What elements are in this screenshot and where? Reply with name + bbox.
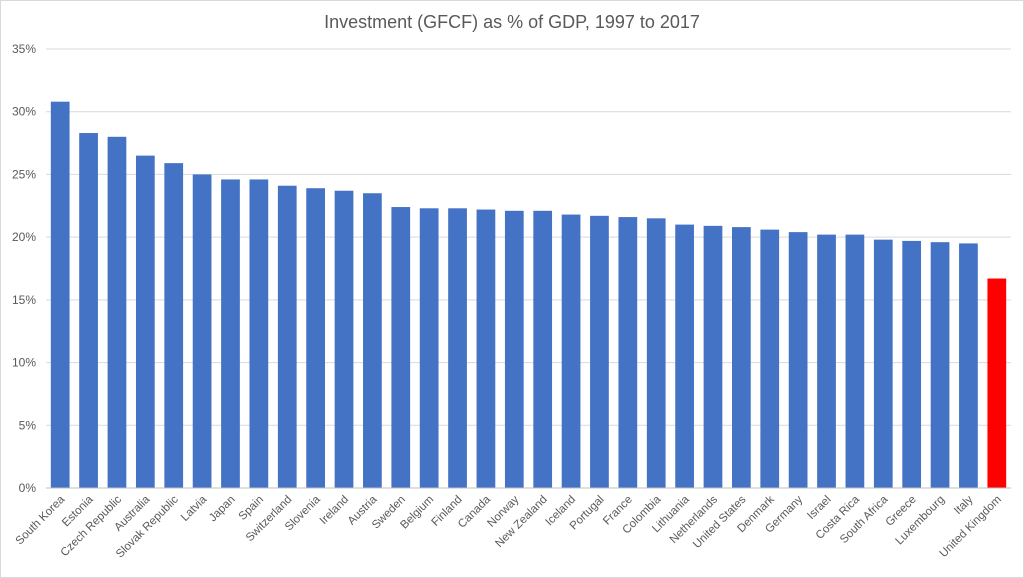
bar — [845, 234, 865, 488]
bar — [987, 278, 1007, 488]
gridlines — [46, 48, 1011, 426]
x-tick-label: Italy — [952, 493, 976, 517]
bar — [590, 215, 609, 488]
y-axis-ticks: 0% 5% 10% 15% 20% 25% 30% 35% — [12, 42, 36, 495]
bar — [221, 179, 240, 488]
bar — [817, 234, 836, 488]
y-tick-label: 5% — [19, 418, 37, 432]
bar — [646, 218, 666, 489]
bar — [618, 217, 638, 488]
bar — [448, 208, 467, 488]
x-tick-label: Latvia — [179, 493, 210, 524]
bar — [334, 190, 354, 488]
x-tick-label: Ireland — [318, 494, 351, 527]
bar — [504, 210, 524, 488]
bars — [50, 101, 1007, 489]
bar — [732, 227, 751, 488]
y-tick-label: 10% — [12, 356, 36, 370]
x-tick-label: New Zealand — [493, 494, 549, 550]
bar — [533, 210, 553, 488]
chart-title: Investment (GFCF) as % of GDP, 1997 to 2… — [324, 12, 700, 32]
y-tick-label: 35% — [12, 42, 36, 56]
bar — [277, 185, 297, 488]
bar — [959, 243, 978, 488]
bar — [675, 224, 694, 488]
bar — [561, 214, 581, 488]
y-tick-label: 30% — [12, 105, 36, 119]
bar — [107, 136, 127, 489]
bar — [476, 209, 496, 488]
bar — [192, 174, 212, 488]
bar — [249, 179, 269, 488]
bar — [50, 101, 70, 489]
bar — [873, 239, 893, 488]
bar — [419, 208, 439, 488]
bar — [164, 163, 184, 488]
bar — [930, 242, 950, 488]
x-tick-label: Japan — [207, 494, 238, 525]
bar — [902, 240, 922, 488]
y-tick-label: 20% — [12, 230, 36, 244]
y-tick-label: 0% — [19, 481, 37, 495]
y-tick-label: 25% — [12, 167, 36, 181]
bar — [760, 229, 780, 489]
bar — [703, 225, 723, 488]
bar — [788, 232, 808, 488]
bar — [391, 207, 411, 489]
bar — [135, 155, 155, 488]
y-tick-label: 15% — [12, 293, 36, 307]
bar — [79, 133, 98, 488]
bar — [363, 193, 382, 488]
bar — [306, 188, 325, 488]
